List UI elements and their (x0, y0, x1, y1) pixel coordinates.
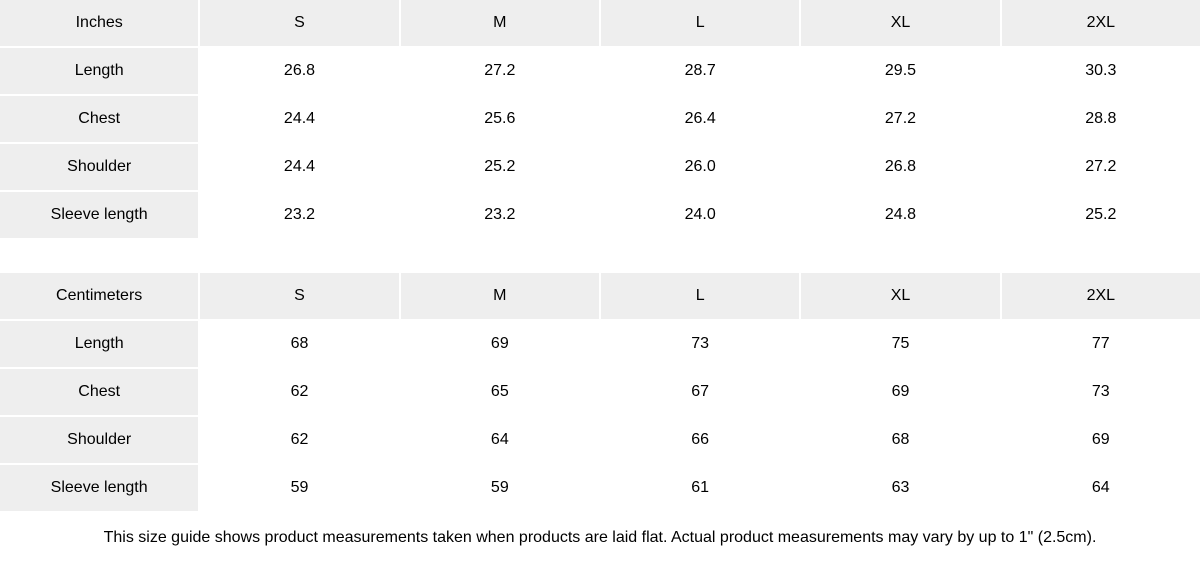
table-row: Shoulder24.425.226.026.827.2 (0, 144, 1200, 192)
size-column-header: 2XL (1002, 0, 1200, 48)
size-column-header: S (200, 273, 400, 321)
size-column-header: L (601, 0, 801, 48)
measurement-label-cell: Shoulder (0, 144, 200, 192)
measurement-label-cell: Chest (0, 96, 200, 144)
size-column-header: 2XL (1002, 273, 1200, 321)
measurement-value-cell: 28.7 (601, 48, 801, 96)
unit-label-cell: Inches (0, 0, 200, 48)
measurement-value-cell: 65 (401, 369, 601, 417)
table-row: Length26.827.228.729.530.3 (0, 48, 1200, 96)
measurement-value-cell: 24.4 (200, 144, 400, 192)
measurement-label-cell: Chest (0, 369, 200, 417)
measurement-value-cell: 66 (601, 417, 801, 465)
measurement-value-cell: 59 (200, 465, 400, 513)
measurement-value-cell: 29.5 (801, 48, 1001, 96)
measurement-value-cell: 64 (1002, 465, 1200, 513)
measurement-label-cell: Shoulder (0, 417, 200, 465)
measurement-value-cell: 27.2 (801, 96, 1001, 144)
measurement-value-cell: 62 (200, 369, 400, 417)
measurement-label-cell: Length (0, 321, 200, 369)
measurement-value-cell: 63 (801, 465, 1001, 513)
size-column-header: XL (801, 273, 1001, 321)
size-column-header: L (601, 273, 801, 321)
measurement-value-cell: 69 (1002, 417, 1200, 465)
table-row: Shoulder6264666869 (0, 417, 1200, 465)
measurement-value-cell: 68 (801, 417, 1001, 465)
measurement-value-cell: 26.8 (200, 48, 400, 96)
measurement-value-cell: 69 (801, 369, 1001, 417)
measurement-value-cell: 23.2 (401, 192, 601, 240)
measurement-value-cell: 26.4 (601, 96, 801, 144)
measurement-value-cell: 26.0 (601, 144, 801, 192)
measurement-value-cell: 28.8 (1002, 96, 1200, 144)
table-row: Sleeve length5959616364 (0, 465, 1200, 513)
table-row: Sleeve length23.223.224.024.825.2 (0, 192, 1200, 240)
table-row: Length6869737577 (0, 321, 1200, 369)
measurement-value-cell: 77 (1002, 321, 1200, 369)
measurement-value-cell: 69 (401, 321, 601, 369)
measurement-value-cell: 23.2 (200, 192, 400, 240)
measurement-value-cell: 27.2 (401, 48, 601, 96)
table-spacer (0, 240, 1200, 273)
measurement-value-cell: 73 (1002, 369, 1200, 417)
measurement-value-cell: 26.8 (801, 144, 1001, 192)
table-row: Chest24.425.626.427.228.8 (0, 96, 1200, 144)
table-row: Chest6265676973 (0, 369, 1200, 417)
measurement-value-cell: 25.2 (401, 144, 601, 192)
size-column-header: XL (801, 0, 1001, 48)
measurement-label-cell: Length (0, 48, 200, 96)
size-column-header: S (200, 0, 400, 48)
unit-label-cell: Centimeters (0, 273, 200, 321)
measurement-value-cell: 73 (601, 321, 801, 369)
measurement-value-cell: 30.3 (1002, 48, 1200, 96)
measurement-value-cell: 75 (801, 321, 1001, 369)
measurement-value-cell: 67 (601, 369, 801, 417)
measurement-label-cell: Sleeve length (0, 465, 200, 513)
measurement-value-cell: 24.4 (200, 96, 400, 144)
measurement-value-cell: 24.0 (601, 192, 801, 240)
measurement-value-cell: 68 (200, 321, 400, 369)
measurement-label-cell: Sleeve length (0, 192, 200, 240)
measurement-value-cell: 25.2 (1002, 192, 1200, 240)
measurement-value-cell: 24.8 (801, 192, 1001, 240)
measurement-value-cell: 64 (401, 417, 601, 465)
measurement-value-cell: 59 (401, 465, 601, 513)
footnote-text: This size guide shows product measuremen… (0, 513, 1200, 563)
measurement-value-cell: 25.6 (401, 96, 601, 144)
size-column-header: M (401, 0, 601, 48)
measurement-value-cell: 27.2 (1002, 144, 1200, 192)
size-table-header: CentimetersSMLXL2XL (0, 273, 1200, 321)
measurement-value-cell: 61 (601, 465, 801, 513)
size-column-header: M (401, 273, 601, 321)
measurement-value-cell: 62 (200, 417, 400, 465)
size-table-header: InchesSMLXL2XL (0, 0, 1200, 48)
